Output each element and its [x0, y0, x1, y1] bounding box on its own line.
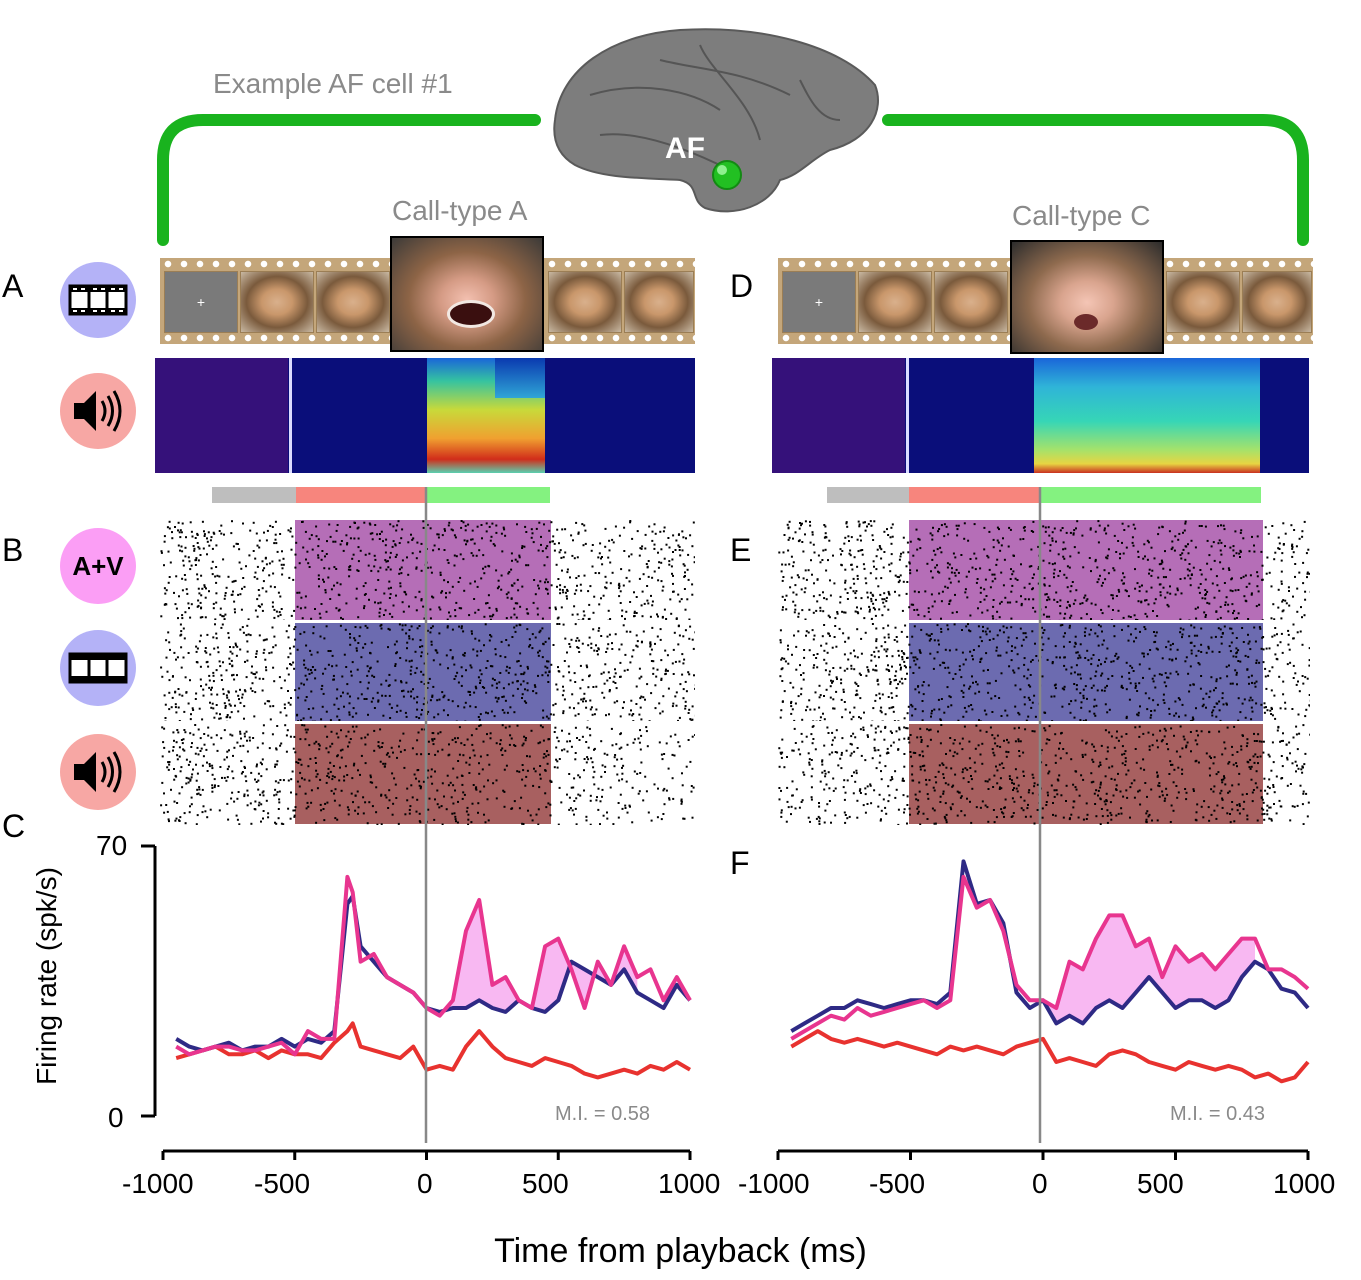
x-tick-right-3: 500: [1137, 1168, 1184, 1199]
y-tick-min: 0: [108, 1102, 124, 1133]
spike-raster-block: [779, 623, 1310, 723]
video-frame: [240, 271, 314, 333]
psth-trace-video: [790, 859, 1310, 1033]
stimulus-shading: [909, 623, 1263, 721]
stimulus-shading: [909, 520, 1263, 620]
x-tick-right-2: 0: [1032, 1168, 1048, 1199]
video-frame: [548, 271, 622, 333]
x-tick-left-3: 500: [522, 1168, 569, 1199]
stimulus-shading: [909, 724, 1263, 824]
fixation-frame: +: [782, 271, 856, 333]
video-frame: [858, 271, 932, 333]
x-tick-right-1: -500: [869, 1168, 926, 1199]
panel-letter-d: D: [730, 268, 754, 304]
video-frame: [934, 271, 1008, 333]
speaker-icon: [74, 390, 122, 432]
call-type-c-label: Call-type C: [1012, 200, 1151, 231]
multisensory-enhancement-area: [1043, 915, 1255, 1024]
video-frame: [1242, 271, 1312, 333]
brain-image: [553, 28, 879, 213]
x-tick-right-4: 1000: [1273, 1168, 1336, 1199]
panel-letter-a: A: [2, 268, 24, 304]
panel-letter-c: C: [2, 808, 26, 844]
av-icon: A+V: [60, 528, 136, 604]
audio-icon-row-a: [60, 373, 136, 449]
stimulus-shading: [295, 520, 551, 620]
epoch-bar-visual-right: [909, 487, 1040, 503]
call-type-a-face: [390, 236, 544, 352]
x-tick-left-4: 1000: [658, 1168, 721, 1199]
psth-trace-av: [175, 874, 692, 1057]
panel-letter-b: B: [2, 532, 24, 568]
epoch-bar-audio-left: [426, 487, 550, 503]
stimulus-onset-line: [424, 487, 428, 1143]
mi-label-left: M.I. = 0.58: [555, 1103, 651, 1125]
x-tick-left-0: -1000: [122, 1168, 194, 1199]
psth-trace-audio: [790, 1029, 1310, 1084]
video-icon-row-b: [60, 630, 136, 706]
panel-letter-f: F: [730, 845, 750, 881]
x-tick-right-0: -1000: [738, 1168, 810, 1199]
spike-raster-block: [160, 724, 695, 825]
spike-raster-block: [778, 520, 1310, 622]
call-type-a-label: Call-type A: [392, 195, 528, 226]
call-type-c-face: [1010, 240, 1164, 354]
stimulus-shading: [295, 724, 551, 824]
x-tick-left-1: -500: [254, 1168, 311, 1199]
film-strip-icon: [68, 284, 128, 316]
video-frame: [1166, 271, 1240, 333]
y-axis-label: Firing rate (spk/s): [31, 867, 62, 1085]
video-icon-row-a: [60, 262, 136, 338]
x-tick-left-2: 0: [417, 1168, 433, 1199]
stimulus-onset-line: [1038, 487, 1042, 1143]
bracket-right: [882, 114, 1309, 246]
psth-trace-av: [790, 874, 1310, 1041]
multisensory-enhancement-area: [426, 900, 638, 1016]
epoch-bar-baseline-right: [827, 487, 909, 503]
video-frame: [624, 271, 694, 333]
psth-right: [776, 859, 1310, 1160]
av-label: A+V: [72, 551, 124, 581]
x-axis-label: Time from playback (ms): [494, 1232, 867, 1270]
bracket-left: [157, 114, 541, 246]
speaker-icon: [74, 751, 122, 793]
epoch-bar-visual-left: [296, 487, 426, 503]
header-bracket: [157, 28, 1309, 246]
epoch-bar-baseline-left: [212, 487, 296, 503]
film-strip-icon: [68, 652, 128, 684]
raster-right: [778, 520, 1310, 825]
video-frame: [316, 271, 390, 333]
fixation-frame: +: [164, 271, 238, 333]
raster-left: [160, 520, 695, 825]
panel-letter-e: E: [730, 532, 752, 568]
spectrogram-left: [155, 358, 695, 473]
y-tick-max: 70: [96, 830, 128, 861]
spike-raster-block: [160, 520, 695, 622]
epoch-bar-audio-right: [1040, 487, 1261, 503]
spike-raster-block: [160, 623, 695, 723]
brain-label: AF: [665, 132, 705, 165]
header-title: Example AF cell #1: [213, 68, 453, 99]
audio-icon-row-b: [60, 734, 136, 810]
mi-label-right: M.I. = 0.43: [1170, 1103, 1266, 1125]
spectrogram-right: [772, 358, 1309, 473]
